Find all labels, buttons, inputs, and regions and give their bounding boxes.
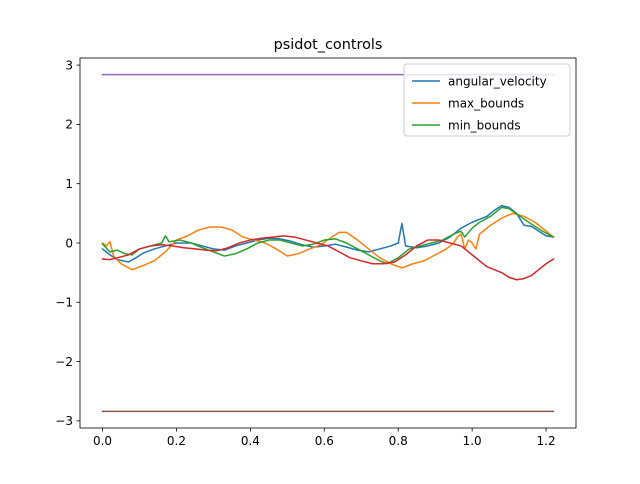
y-tick-label: 1 [65,177,73,191]
legend-box [403,63,571,137]
x-tick-label: 1.0 [463,434,482,448]
y-tick-label: −1 [55,296,73,310]
legend: angular_velocity max_bounds min_bounds [403,63,571,137]
legend-label-max_bounds: max_bounds [448,97,524,111]
plot-series [101,73,555,413]
series-line-max_bounds [101,212,555,271]
y-tick-label: 2 [65,118,73,132]
y-tick-label: −3 [55,414,73,428]
y-tick-label: 3 [65,58,73,72]
series-line-angular_velocity [101,204,555,263]
x-tick-label: 0.4 [241,434,260,448]
series-line-min_bounds [101,206,555,265]
y-tick-label: 0 [65,236,73,250]
x-tick-label: 0.8 [389,434,408,448]
x-tick-label: 0.2 [167,434,186,448]
chart-title: psidot_controls [274,37,383,53]
legend-label-angular_velocity: angular_velocity [448,75,547,89]
y-tick-label: −2 [55,355,73,369]
x-tick-label: 0.0 [93,434,112,448]
x-tick-label: 0.6 [315,434,334,448]
legend-label-min_bounds: min_bounds [448,119,521,133]
series-line-series-4 [101,235,555,281]
x-tick-label: 1.2 [537,434,556,448]
axes: 0.0 0.2 0.4 0.6 0.8 1.0 1.2 −3 −2 −1 0 1 2 3 [55,57,577,448]
